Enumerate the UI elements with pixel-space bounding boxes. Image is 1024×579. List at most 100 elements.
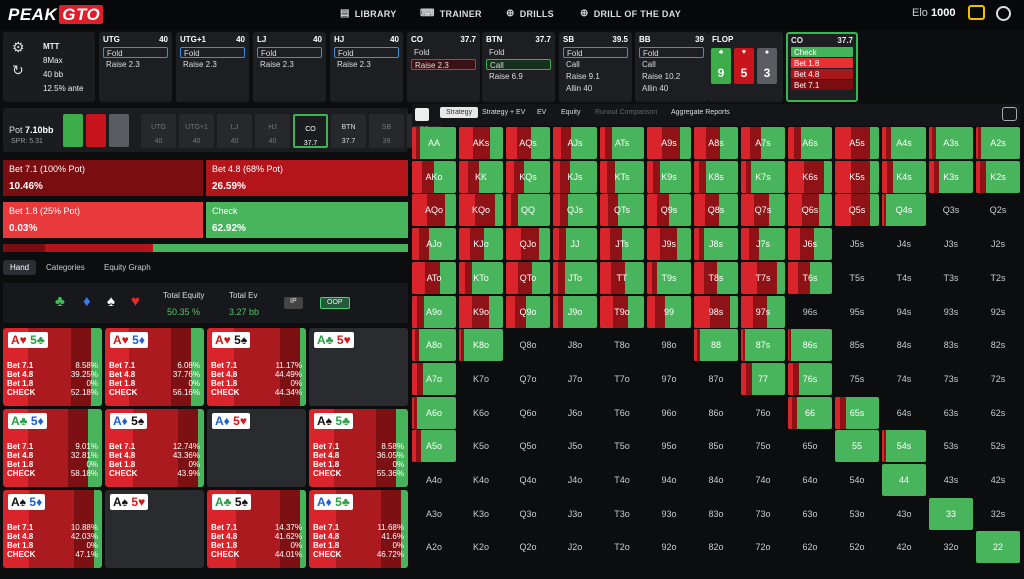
range-cell-AKo[interactable]: AKo [412,160,456,193]
range-cell-T7s[interactable]: T7s [741,261,785,294]
combo-card[interactable]: A♥ 5♠ Bet 7.1 Bet 4.8 Bet 1.8 CHECK 11.17% 44.… [207,328,306,406]
range-cell-A7s[interactable]: A7s [741,127,785,159]
pot-player-co[interactable]: CO 37.7 [293,114,328,148]
range-cell-Q5s[interactable]: Q5s [835,194,879,227]
combo-card[interactable]: A♦ 5♣ Bet 7.1 Bet 4.8 Bet 1.8 CHECK 11.68% 41.… [309,490,408,568]
range-cell-55[interactable]: 55 [835,430,879,463]
range-cell-Q2s[interactable]: Q2s [976,194,1020,226]
range-cell-K4s[interactable]: K4s [882,160,926,193]
range-cell-75o[interactable]: 75o [741,430,785,462]
range-cell-62s[interactable]: 62s [976,397,1020,429]
range-cell-85s[interactable]: 85s [835,329,879,361]
range-cell-KQs[interactable]: KQs [506,160,550,193]
range-cell-A8o[interactable]: A8o [412,329,456,362]
logo[interactable]: PEAK GTO [8,5,104,25]
range-cell-86s[interactable]: 86s [788,329,832,362]
oop-toggle[interactable]: OOP [320,297,350,309]
range-cell-75s[interactable]: 75s [835,363,879,395]
range-cell-A7o[interactable]: A7o [412,362,456,395]
combo-card[interactable]: A♠ 5♣ Bet 7.1 Bet 4.8 Bet 1.8 CHECK 8.58% 36.0… [309,409,408,487]
range-cell-JTo[interactable]: JTo [553,261,597,294]
range-cell-43s[interactable]: 43s [929,464,973,496]
range-cell-52o[interactable]: 52o [835,531,879,563]
spade-icon[interactable]: ♠ [107,293,115,310]
position-action[interactable]: Fold [257,47,322,58]
position-lj[interactable]: LJ 40 Fold Raise 2.3 [253,32,326,102]
range-cell-A6s[interactable]: A6s [788,127,832,159]
gear-icon[interactable]: ⚙ [12,39,25,55]
range-cell-K7s[interactable]: K7s [741,160,785,193]
position-action[interactable]: Fold [414,48,430,57]
nav-library[interactable]: ▤ LIBRARY [340,8,397,19]
range-cell-65o[interactable]: 65o [788,430,832,462]
position-hj[interactable]: HJ 40 Fold Raise 2.3 [330,32,403,102]
range-cell-K8s[interactable]: K8s [694,160,738,193]
position-action[interactable]: Raise 6.9 [489,72,523,81]
range-cell-J4o[interactable]: J4o [553,464,597,496]
range-cell-QJo[interactable]: QJo [506,228,550,261]
flop-panel[interactable]: FLOP ♣ 9 ♥ 5 ♠ 3 [708,32,783,102]
range-cell-A6o[interactable]: A6o [412,396,456,429]
range-cell-JJ[interactable]: JJ [553,228,597,261]
range-cell-J2o[interactable]: J2o [553,531,597,563]
range-cell-K2s[interactable]: K2s [976,160,1020,193]
range-cell-QTo[interactable]: QTo [506,261,550,294]
range-cell-T5s[interactable]: T5s [835,262,879,294]
range-cell-32o[interactable]: 32o [929,531,973,563]
strategy-option-0[interactable]: Bet 7.1 (100% Pot) 10.46% [3,160,203,196]
tab-equity-graph[interactable]: Equity Graph [104,263,151,272]
range-cell-T2s[interactable]: T2s [976,262,1020,294]
strategy-option-1[interactable]: Bet 4.8 (68% Pot) 26.59% [206,160,408,196]
refresh-icon[interactable]: ↻ [12,62,24,78]
range-cell-53s[interactable]: 53s [929,430,973,462]
range-cell-76s[interactable]: 76s [788,362,832,395]
range-cell-43o[interactable]: 43o [882,498,926,530]
pot-player-sb[interactable]: SB 39 [369,114,404,148]
range-cell-T2o[interactable]: T2o [600,531,644,563]
combo-card[interactable]: A♦ 5♥ [207,409,306,487]
range-cell-98s[interactable]: 98s [694,295,738,328]
range-cell-Q7o[interactable]: Q7o [506,363,550,395]
ip-toggle[interactable]: IP [284,297,303,309]
range-cell-T9o[interactable]: T9o [600,295,644,328]
range-cell-KTs[interactable]: KTs [600,160,644,193]
range-cell-A4o[interactable]: A4o [412,464,456,496]
range-cell-Q3s[interactable]: Q3s [929,194,973,226]
range-cell-T7o[interactable]: T7o [600,363,644,395]
range-cell-T5o[interactable]: T5o [600,430,644,462]
range-cell-93s[interactable]: 93s [929,296,973,328]
range-cell-J3o[interactable]: J3o [553,498,597,530]
range-cell-Q7s[interactable]: Q7s [741,194,785,227]
range-cell-Q5o[interactable]: Q5o [506,430,550,462]
range-cell-Q9s[interactable]: Q9s [647,194,691,227]
action-check[interactable]: Check [791,47,853,57]
range-cell-AQs[interactable]: AQs [506,127,550,159]
range-cell-J2s[interactable]: J2s [976,228,1020,260]
position-action[interactable]: Fold [103,47,168,58]
position-sb[interactable]: SB 39.5 Fold Call Raise 9.1 Allin 40 [559,32,632,102]
range-cell-74s[interactable]: 74s [882,363,926,395]
combo-card[interactable]: A♦ 5♠ Bet 7.1 Bet 4.8 Bet 1.8 CHECK 12.74% 43.… [105,409,204,487]
range-cell-62o[interactable]: 62o [788,531,832,563]
range-cell-K7o[interactable]: K7o [459,363,503,395]
action-bet-4-8[interactable]: Bet 4.8 [791,69,853,79]
range-cell-72s[interactable]: 72s [976,363,1020,395]
range-cell-T8o[interactable]: T8o [600,329,644,361]
grid-view-icon[interactable] [415,108,429,121]
range-cell-65s[interactable]: 65s [835,396,879,429]
range-cell-76o[interactable]: 76o [741,397,785,429]
position-action[interactable]: Fold [180,47,245,58]
pot-player-utg-plus-1[interactable]: UTG+1 40 [179,114,214,148]
position-action[interactable]: Fold [639,47,704,58]
range-cell-A3o[interactable]: A3o [412,498,456,530]
position-co[interactable]: CO 37.7 Fold Raise 2.3 [407,32,480,102]
range-cell-93o[interactable]: 93o [647,498,691,530]
club-icon[interactable]: ♣ [55,293,65,310]
range-cell-A3s[interactable]: A3s [929,127,973,159]
position-action[interactable]: Raise 2.3 [337,60,371,69]
range-cell-A9s[interactable]: A9s [647,127,691,159]
range-cell-63o[interactable]: 63o [788,498,832,530]
range-cell-K4o[interactable]: K4o [459,464,503,496]
range-cell-83o[interactable]: 83o [694,498,738,530]
action-bet-7-1[interactable]: Bet 7.1 [791,80,853,90]
